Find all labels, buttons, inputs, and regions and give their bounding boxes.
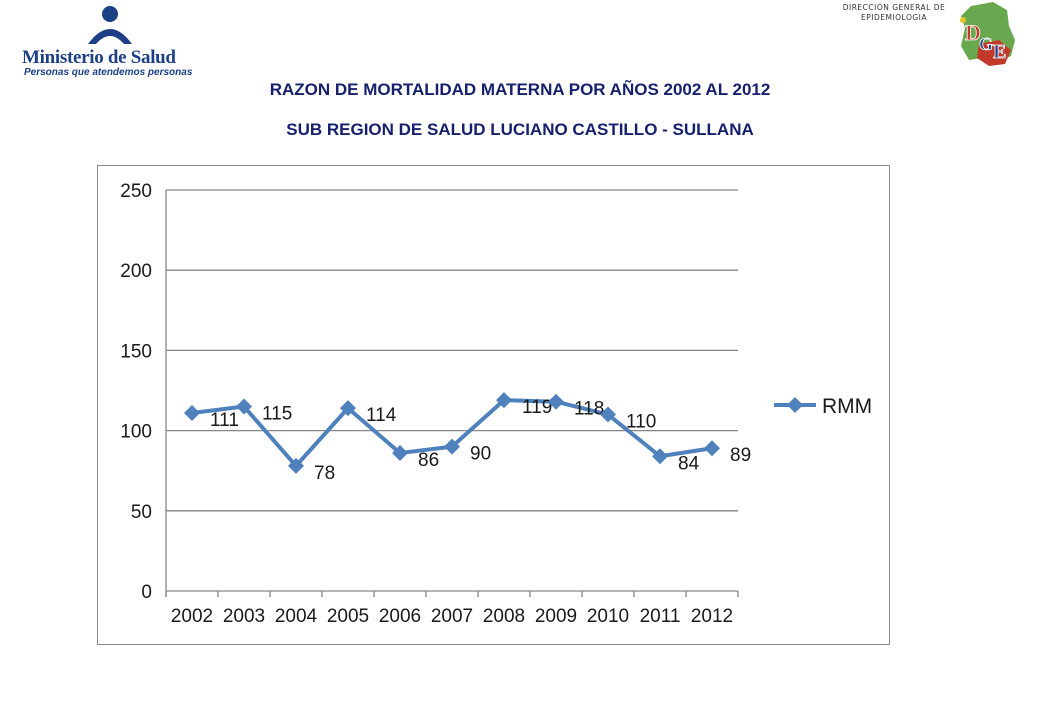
y-tick-label: 100 [120, 422, 152, 443]
data-point-marker [496, 392, 512, 409]
data-point-marker [444, 438, 460, 455]
data-point-marker [392, 445, 408, 462]
data-label: 89 [730, 445, 751, 466]
data-point-marker [652, 448, 668, 465]
x-tick-label: 2009 [535, 606, 577, 627]
dge-letter-e: E [993, 41, 1006, 63]
y-tick-label: 150 [120, 341, 152, 362]
legend-marker [787, 397, 803, 413]
data-label: 84 [678, 453, 700, 474]
x-tick-label: 2006 [379, 606, 421, 627]
person-figure-icon [88, 6, 132, 44]
ministerio-de-salud-logo: Ministerio de Salud Personas que atendem… [18, 4, 192, 78]
data-point-marker [236, 398, 252, 415]
data-label: 111 [210, 410, 239, 431]
y-tick-label: 250 [120, 181, 152, 202]
data-label: 86 [418, 450, 439, 471]
data-label: 115 [262, 404, 292, 425]
x-tick-label: 2011 [640, 606, 681, 627]
x-tick-label: 2002 [171, 606, 213, 627]
data-label: 114 [366, 405, 397, 426]
chart-title-line-1: RAZON DE MORTALIDAD MATERNA POR AÑOS 200… [269, 80, 771, 99]
dge-letter-g: G [979, 34, 993, 54]
dge-letter-d: D [965, 20, 981, 45]
dge-heading: DIRECCIÓN GENERAL DE EPIDEMIOLOGIA [820, 3, 968, 23]
data-point-marker [704, 440, 720, 457]
data-point-marker [288, 457, 304, 474]
dge-peru-map-logo: D G E [960, 2, 1015, 66]
logo-name: Ministerio de Salud [22, 47, 176, 68]
data-label: 78 [314, 463, 335, 484]
y-tick-label: 0 [141, 582, 152, 603]
x-tick-label: 2012 [691, 606, 733, 627]
chart-frame: 0 50 100 150 200 250 2002 2003 2004 2005 2006 2007 2… [97, 165, 890, 645]
y-tick-label: 50 [131, 502, 152, 523]
dge-line-1: DIRECCIÓN GENERAL DE [842, 3, 946, 12]
data-label: 118 [574, 399, 604, 420]
data-label: 90 [470, 444, 491, 465]
logo-tagline: Personas que atendemos personas [24, 67, 193, 78]
x-tick-label: 2004 [275, 606, 318, 627]
x-tick-label: 2007 [431, 606, 473, 627]
x-tick-label: 2003 [223, 606, 265, 627]
dge-line-2: EPIDEMIOLOGIA [860, 13, 928, 22]
data-point-marker [184, 404, 200, 421]
data-point-marker [340, 400, 356, 417]
y-tick-label: 200 [120, 261, 152, 282]
data-label: 119 [522, 397, 552, 418]
data-point-marker [548, 393, 564, 410]
x-tick-label: 2010 [587, 606, 629, 627]
line-chart: 0 50 100 150 200 250 2002 2003 2004 2005 2006 2007 2… [120, 181, 872, 627]
data-label: 110 [626, 412, 656, 433]
legend-label: RMM [822, 395, 872, 418]
x-tick-label: 2008 [483, 606, 525, 627]
data-point-marker [600, 406, 616, 423]
chart-title-line-2: SUB REGION DE SALUD LUCIANO CASTILLO - S… [286, 120, 754, 139]
x-tick-label: 2005 [327, 606, 369, 627]
